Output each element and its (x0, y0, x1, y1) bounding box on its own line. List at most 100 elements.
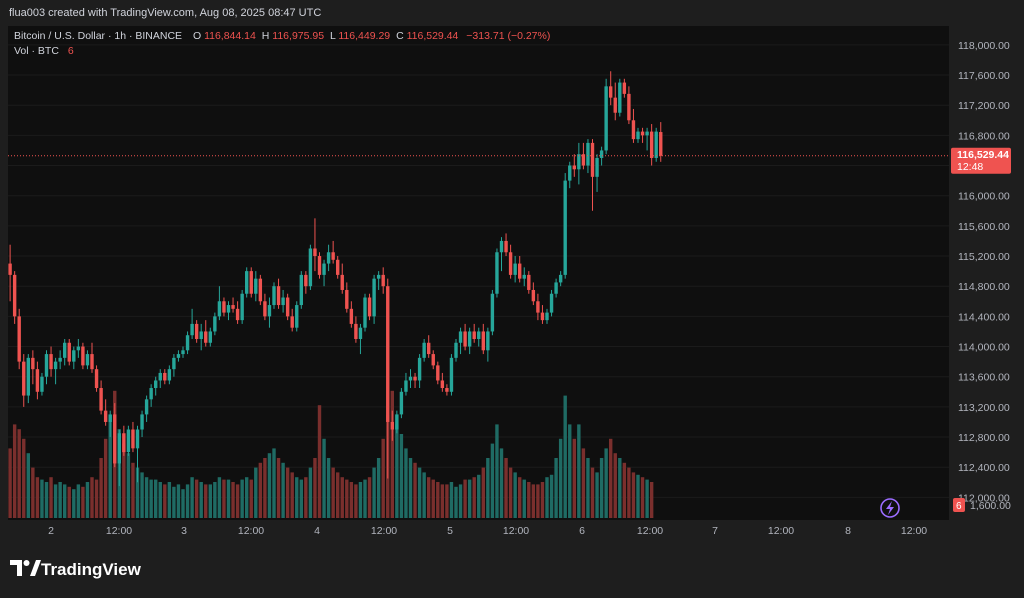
price-badge-background (951, 147, 1011, 174)
candle-body (613, 97, 617, 113)
candle (144, 395, 149, 422)
volume-bar (572, 438, 576, 518)
volume-bar (536, 484, 540, 518)
candle-body (49, 354, 53, 370)
candle-body (40, 376, 44, 392)
volume-bar (158, 482, 162, 518)
candle-body (208, 331, 212, 343)
volume-bar (44, 482, 49, 518)
volume-bar (276, 458, 281, 518)
candle (581, 142, 586, 170)
candle-body (163, 372, 167, 381)
volume-bar (263, 458, 267, 518)
volume-bar (12, 424, 17, 518)
candle-body (31, 357, 35, 370)
candle (568, 161, 572, 189)
y-tick-label: 113,200.00 (958, 402, 1010, 414)
time-axis[interactable]: 2 12:00 3 12:00 4 12:00 5 12:00 6 12:00 7 12:00 8 12:… (48, 525, 927, 537)
candle (440, 372, 445, 392)
price-badge-price: 116,529.44 (957, 149, 1009, 161)
candle (399, 388, 404, 419)
volume-bar (208, 484, 212, 518)
candle (413, 372, 417, 389)
candle-body (172, 357, 176, 370)
candle (636, 127, 640, 143)
candle-body (636, 131, 640, 140)
candle (258, 274, 263, 306)
candle (390, 410, 394, 441)
candle (495, 248, 499, 298)
candle-body (622, 82, 627, 94)
candle (422, 338, 426, 362)
candle (135, 425, 140, 483)
candle (63, 338, 67, 366)
volume-bar (422, 472, 426, 518)
price-axis[interactable]: 118,000.00 117,600.00 117,200.00 116,800.00… (958, 40, 1010, 505)
volume-bar (513, 472, 517, 518)
y-tick-label: 112,000.00 (958, 492, 1010, 504)
volume-bar (354, 484, 358, 518)
x-tick-label: 4 (314, 525, 320, 537)
candle (226, 301, 231, 321)
volume-bar (549, 474, 554, 518)
candle (154, 376, 158, 396)
volume-bar (304, 477, 308, 518)
candle-body (445, 388, 449, 392)
candle (572, 154, 576, 177)
volume-bar (226, 479, 231, 518)
volume-bar (431, 479, 435, 518)
high-value: 116,975.95 (272, 30, 324, 42)
candle-body (267, 305, 272, 317)
volume-bar (217, 477, 222, 518)
candle-body (527, 274, 531, 290)
candle (659, 122, 663, 162)
y-tick-label: 114,800.00 (958, 281, 1010, 293)
candle (531, 282, 536, 306)
candle (167, 365, 172, 385)
candle (431, 350, 435, 370)
volume-bar (126, 453, 131, 518)
candle (326, 244, 331, 272)
candle-body (272, 286, 276, 306)
plot-area[interactable] (8, 26, 949, 520)
candle (208, 327, 212, 347)
candle-body (413, 376, 417, 381)
candle (49, 346, 53, 377)
lightning-icon[interactable] (880, 498, 900, 518)
candle (527, 271, 531, 294)
volume-bar (581, 448, 586, 518)
candle-body (363, 297, 367, 328)
candle (513, 256, 517, 283)
volume-bar (317, 405, 322, 518)
candle-body (226, 305, 231, 313)
candle (217, 286, 222, 321)
candle-body (618, 82, 622, 113)
candle-body (645, 131, 649, 136)
candle-body (358, 327, 363, 339)
candle-body (354, 323, 358, 339)
volume-bar (81, 486, 85, 518)
candle (467, 327, 472, 355)
volume-bar (295, 477, 299, 518)
candle (313, 218, 317, 272)
candle-body (440, 380, 445, 389)
candle-body (326, 252, 331, 264)
candle (281, 289, 285, 313)
candle-body (376, 274, 381, 279)
candle-body (458, 331, 463, 343)
candle-body (12, 274, 17, 317)
candle-body (53, 361, 58, 370)
volume-bar (231, 482, 235, 518)
candle (181, 346, 185, 358)
candle (249, 267, 253, 298)
candle (72, 346, 76, 370)
candle-body (90, 354, 94, 370)
candle-body (26, 357, 30, 396)
candle (472, 323, 476, 343)
volume-bar (53, 484, 58, 518)
volume-bar (258, 462, 263, 518)
candle (427, 335, 431, 358)
candle (654, 127, 658, 162)
candle (8, 244, 12, 302)
